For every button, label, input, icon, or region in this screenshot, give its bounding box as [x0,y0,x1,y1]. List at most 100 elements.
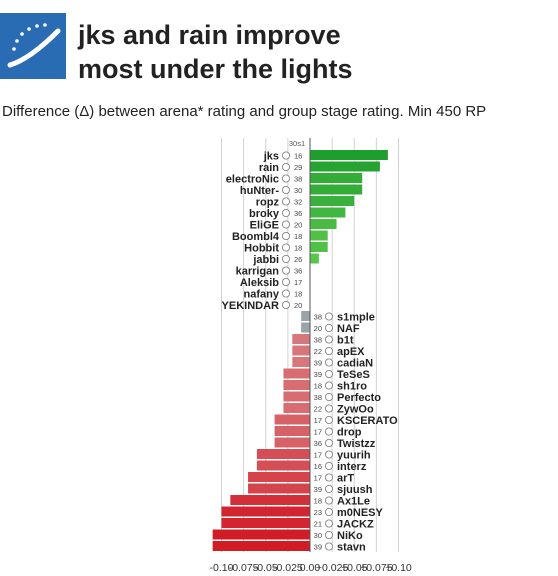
player-name: interz [337,461,367,473]
bar [310,150,388,160]
complexity-icon [281,151,290,160]
g2-icon [324,519,333,528]
match-count: 17 [294,278,302,287]
player-name: jks [263,151,279,163]
bar [310,253,319,264]
player-name: NAF [337,323,360,335]
match-count: 18 [294,244,302,253]
ence-icon [281,277,290,286]
x-tick-label: 0.00 [300,562,321,574]
match-count: 38 [314,313,322,322]
g2-icon [324,507,333,516]
bar [283,368,310,379]
player-name: cadiaN [337,358,373,370]
bar [274,414,310,425]
bar [292,334,310,344]
player-name: yuurih [337,450,371,462]
player-name: nafany [244,289,280,301]
title-line-1: jks and rain improve [78,20,341,50]
match-count: 39 [314,370,322,379]
match-count: 20 [294,301,302,310]
navi-icon [281,174,290,183]
furia-icon [324,427,333,436]
heroic-icon [324,369,333,378]
heroic-icon [324,484,333,493]
player-name: Boombl4 [232,231,280,243]
bar [310,196,355,206]
hltv-logo-icon [0,13,66,79]
match-count: 17 [314,474,322,483]
player-name: apEX [337,346,365,358]
player-name: sh1ro [337,381,367,393]
bar [310,184,363,195]
heroic-icon [324,358,333,367]
match-count: 26 [294,255,302,264]
bar [310,161,380,172]
x-tick-label: -0.025 [273,562,303,574]
match-count: 22 [314,405,322,414]
player-name: ZywOo [337,404,374,416]
cloud9-icon [324,461,333,470]
furia-icon [324,415,333,424]
x-tick-label: +0.05 [341,562,368,574]
faze-icon [281,197,290,206]
player-name: huNter- [240,185,279,197]
x-tick-label: -0.05 [254,562,278,574]
bar [283,403,310,413]
liquid-icon [324,323,333,332]
bar [310,230,328,241]
liquid-icon [281,220,290,229]
vitality-icon [324,346,333,355]
g2-icon [324,531,333,540]
navi-icon [324,392,333,401]
x-tick-label: -0.075 [229,562,259,574]
match-count: 36 [294,267,302,276]
faze-icon [281,208,290,217]
bar [283,391,310,402]
bar [301,322,310,333]
cloud9-icon [281,289,290,298]
navi-icon [281,231,290,240]
heroic-icon [281,254,290,263]
bar [256,460,310,471]
bar [248,472,310,482]
furia-icon [324,473,333,482]
bar [283,380,310,390]
bar [310,242,328,252]
match-count: 18 [294,232,302,241]
x-tick-label: -0.10 [210,562,234,574]
match-count: 18 [314,382,322,391]
match-count: 36 [294,209,302,218]
match-count: 30 [314,531,322,540]
bar [221,518,310,528]
player-name: JACKZ [337,519,374,531]
navi-icon [324,312,333,321]
player-name: electroNic [226,174,279,186]
match-count: 18 [314,497,322,506]
player-name: YEKINDAR [222,300,280,312]
bar [221,506,310,517]
match-count: 36 [314,439,322,448]
bar [212,541,310,551]
furia-icon [324,450,333,459]
x-tick-label: +0.075 [360,562,393,574]
bar [301,311,310,321]
cloud9-icon [281,243,290,252]
match-count: 39 [314,543,322,552]
player-name: Aleksib [240,277,279,289]
player-name: broky [249,208,280,220]
g2-icon [281,185,290,194]
bar [310,219,337,229]
player-name: EliGE [250,220,279,232]
match-count: 22 [314,347,322,356]
player-name: b1t [337,335,354,347]
player-name: Hobbit [244,243,279,255]
bar [310,173,363,183]
column-header: 30s1 [289,139,305,148]
player-name: karrigan [236,266,280,278]
match-count: 23 [314,508,322,517]
player-name: sjuush [337,484,373,496]
player-name: arT [337,473,354,485]
faze-icon [281,266,290,275]
